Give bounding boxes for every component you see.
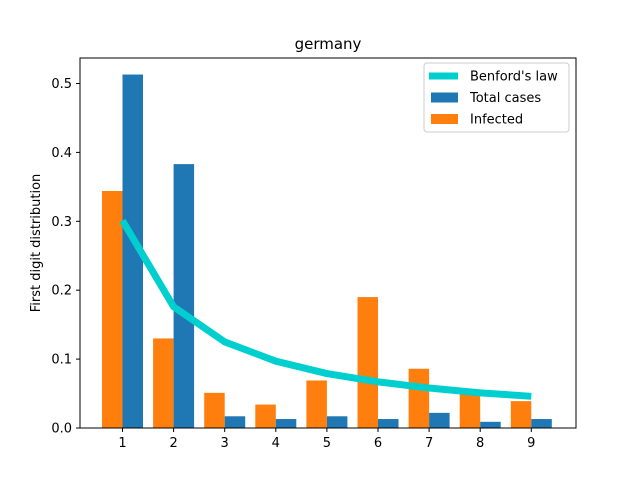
- chart-title: germany: [295, 35, 362, 53]
- x-tick-label-2: 2: [169, 436, 177, 451]
- bar-total-cases-7: [429, 412, 450, 428]
- y-tick-label-0.0: 0.0: [51, 422, 72, 437]
- x-tick-label-4: 4: [272, 436, 280, 451]
- y-tick-label-0.1: 0.1: [51, 353, 72, 368]
- bar-total-cases-1: [122, 74, 143, 428]
- axes: 1 2 3 4 5 6 7 8 9 0.0 0.1 0.2 0.3 0.4 0.5: [51, 77, 535, 451]
- bar-infected-5: [306, 380, 327, 428]
- bar-infected-7: [408, 368, 430, 428]
- legend-label-total-cases: Total cases: [469, 91, 541, 106]
- y-tick-label-0.4: 0.4: [51, 146, 72, 161]
- bar-total-cases-8: [480, 421, 501, 428]
- bar-infected-6: [357, 297, 378, 428]
- y-axis-label: First digit distribution: [29, 174, 44, 313]
- x-tick-label-8: 8: [476, 436, 484, 451]
- axes-frame: [79, 57, 577, 429]
- y-tick-label-0.5: 0.5: [51, 77, 72, 92]
- x-tick-label-3: 3: [221, 436, 229, 451]
- bar-total-cases-5: [326, 416, 348, 428]
- legend-swatch-infected: [431, 114, 458, 124]
- plot-area: [102, 74, 552, 429]
- bar-infected-2: [153, 338, 174, 428]
- bar-total-cases-6: [378, 419, 399, 428]
- y-tick-label-0.3: 0.3: [51, 215, 72, 230]
- bar-total-cases-3: [224, 416, 246, 428]
- bar-infected-9: [510, 401, 532, 428]
- x-tick-label-6: 6: [374, 436, 382, 451]
- legend-swatch-total-cases: [431, 92, 458, 103]
- x-tick-label-1: 1: [118, 436, 126, 451]
- legend-label-infected: Infected: [470, 113, 523, 128]
- bar-total-cases-9: [531, 419, 552, 428]
- legend: Benford's law Total cases Infected: [423, 62, 570, 133]
- bar-total-cases-4: [275, 419, 297, 428]
- line-benford-s-law: [119, 218, 532, 400]
- x-tick-label-5: 5: [323, 436, 331, 451]
- bar-total-cases-2: [173, 164, 195, 429]
- x-tick-label-9: 9: [527, 436, 535, 451]
- bar-infected-1: [102, 190, 123, 428]
- y-tick-label-0.2: 0.2: [51, 284, 72, 299]
- legend-frame: [423, 62, 570, 133]
- x-tick-label-7: 7: [425, 436, 433, 451]
- bar-infected-8: [459, 392, 481, 428]
- bar-infected-4: [255, 404, 276, 428]
- bar-infected-3: [204, 392, 225, 428]
- legend-label-benford-s-law: Benford's law: [470, 70, 558, 85]
